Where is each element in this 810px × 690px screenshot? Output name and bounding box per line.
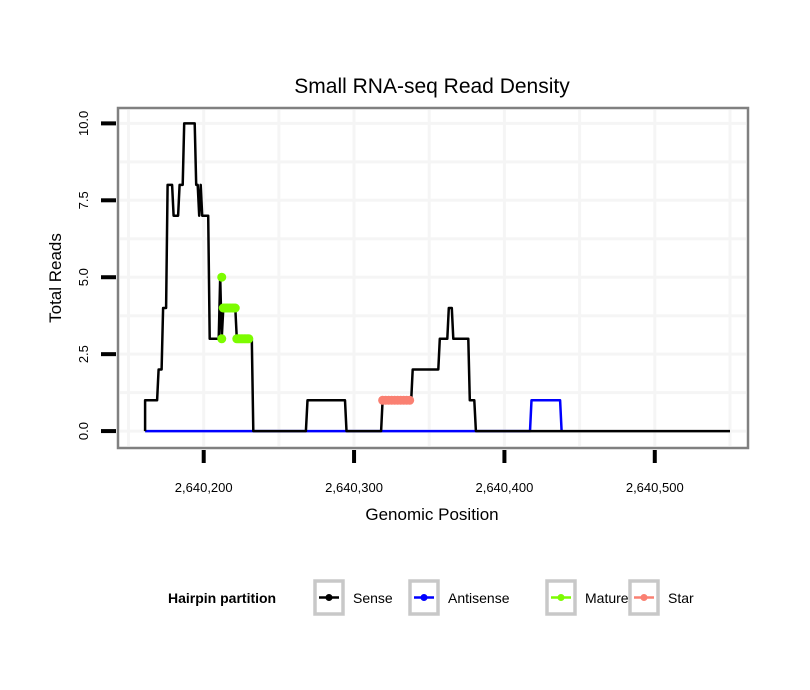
- y-axis-title: Total Reads: [46, 233, 65, 323]
- chart-title: Small RNA-seq Read Density: [294, 75, 570, 98]
- legend-item-sense: Sense: [313, 579, 393, 616]
- legend-key-point: [640, 594, 648, 601]
- data-point-mature: [217, 334, 227, 344]
- legend-key-point: [420, 594, 428, 601]
- legend-label: Antisense: [448, 590, 510, 606]
- series-layer: [143, 122, 730, 433]
- y-tick-label: 0.0: [76, 422, 91, 440]
- x-tick-label: 2,640,200: [175, 480, 233, 495]
- y-tick-label: 5.0: [76, 268, 91, 286]
- data-point-mature: [244, 334, 254, 344]
- data-point-mature: [217, 272, 227, 282]
- legend-item-antisense: Antisense: [408, 579, 510, 616]
- data-point-star: [405, 395, 415, 405]
- legend-key-point: [557, 594, 565, 601]
- legend-title: Hairpin partition: [168, 590, 276, 606]
- y-tick-label: 2.5: [76, 345, 91, 363]
- legend: Hairpin partition Sense Antisense Mature St…: [168, 579, 694, 616]
- legend-item-mature: Mature: [545, 579, 629, 616]
- data-point-mature: [230, 303, 240, 313]
- axis-ticks: 2,640,200 2,640,300 2,640,400 2,640,500 0.0 2…: [76, 111, 684, 495]
- y-tick-label: 7.5: [76, 191, 91, 209]
- legend-key-point: [325, 594, 333, 601]
- legend-item-star: Star: [628, 579, 694, 616]
- legend-label: Mature: [585, 590, 629, 606]
- x-tick-label: 2,640,400: [475, 480, 533, 495]
- x-tick-label: 2,640,300: [325, 480, 383, 495]
- legend-label: Sense: [353, 590, 393, 606]
- x-axis-title: Genomic Position: [365, 505, 498, 524]
- x-tick-label: 2,640,500: [626, 480, 684, 495]
- y-tick-label: 10.0: [76, 111, 91, 136]
- legend-label: Star: [668, 590, 694, 606]
